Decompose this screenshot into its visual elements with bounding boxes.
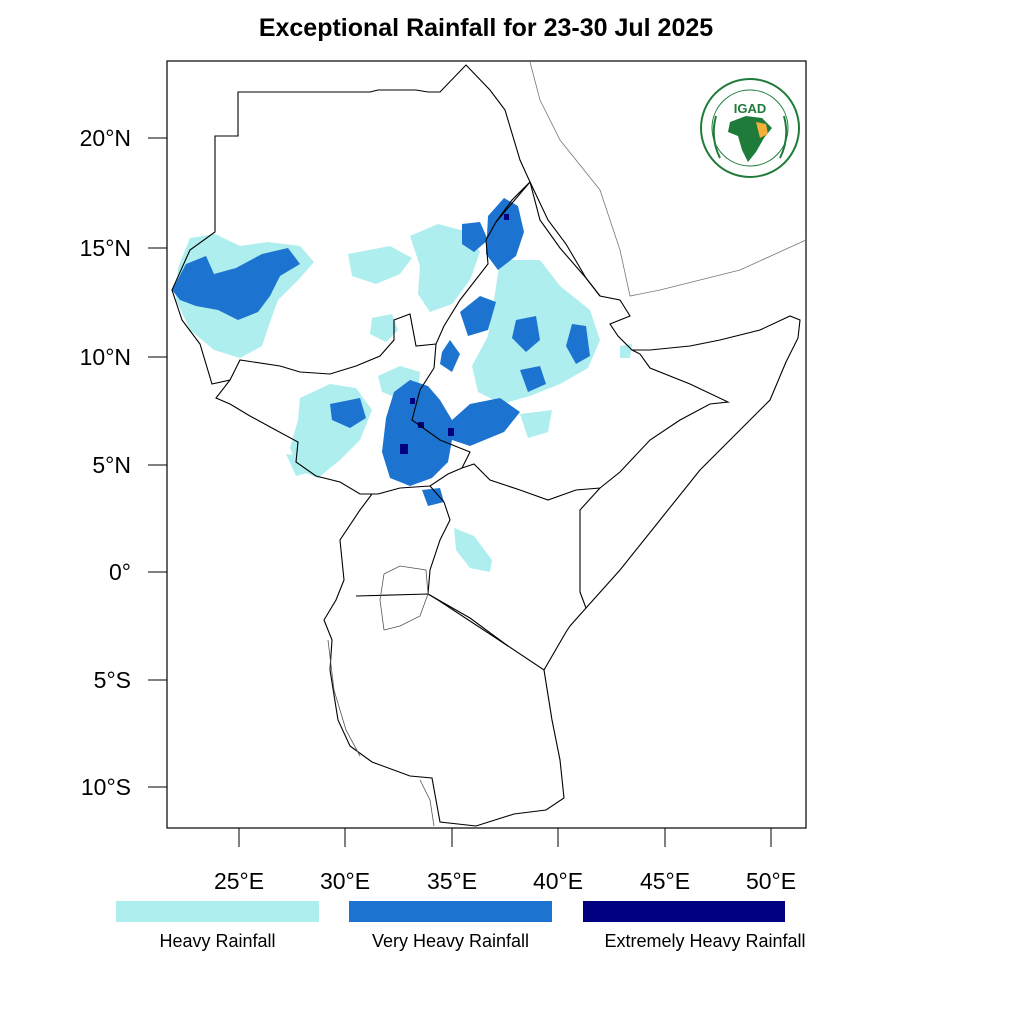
lat-tick-label: 5°N: [92, 452, 131, 478]
coastlines: [529, 61, 807, 297]
legend-label-very-heavy: Very Heavy Rainfall: [371, 931, 530, 951]
lat-tick-label: 20°N: [80, 125, 131, 151]
legend-swatch-very-heavy: [349, 901, 552, 922]
igad-logo-text: IGAD: [734, 101, 767, 116]
lat-tick-label: 0°: [109, 559, 131, 585]
legend-swatch-heavy: [116, 901, 319, 922]
lon-tick-label: 50°E: [746, 868, 796, 894]
country-borders: [171, 64, 801, 827]
map-title: Exceptional Rainfall for 23-30 Jul 2025: [258, 14, 714, 42]
lon-tick-label: 40°E: [533, 868, 583, 894]
legend-label-extremely-heavy: Extremely Heavy Rainfall: [604, 931, 806, 951]
lon-tick-label: 25°E: [214, 868, 264, 894]
lat-tick-label: 15°N: [80, 235, 131, 261]
igad-logo: IGAD: [700, 78, 800, 178]
lon-tick-label: 45°E: [640, 868, 690, 894]
lon-tick-labels: 25°E 30°E 35°E 40°E 45°E 50°E: [214, 868, 796, 894]
lon-tick-label: 30°E: [320, 868, 370, 894]
map-frame: [166, 60, 807, 829]
lat-tick-marks: [148, 137, 167, 788]
legend-swatch-extremely-heavy: [583, 901, 785, 922]
lake-outlines: [327, 565, 435, 827]
rainfall-extremely-heavy: [400, 214, 509, 454]
lat-tick-labels: 20°N 15°N 10°N 5°N 0° 5°S 10°S: [80, 125, 131, 800]
legend-label-heavy: Heavy Rainfall: [159, 931, 276, 951]
lat-tick-label: 10°N: [80, 344, 131, 370]
lon-tick-label: 35°E: [427, 868, 477, 894]
lon-tick-marks: [238, 828, 772, 847]
lat-tick-label: 10°S: [81, 774, 131, 800]
lat-tick-label: 5°S: [94, 667, 131, 693]
